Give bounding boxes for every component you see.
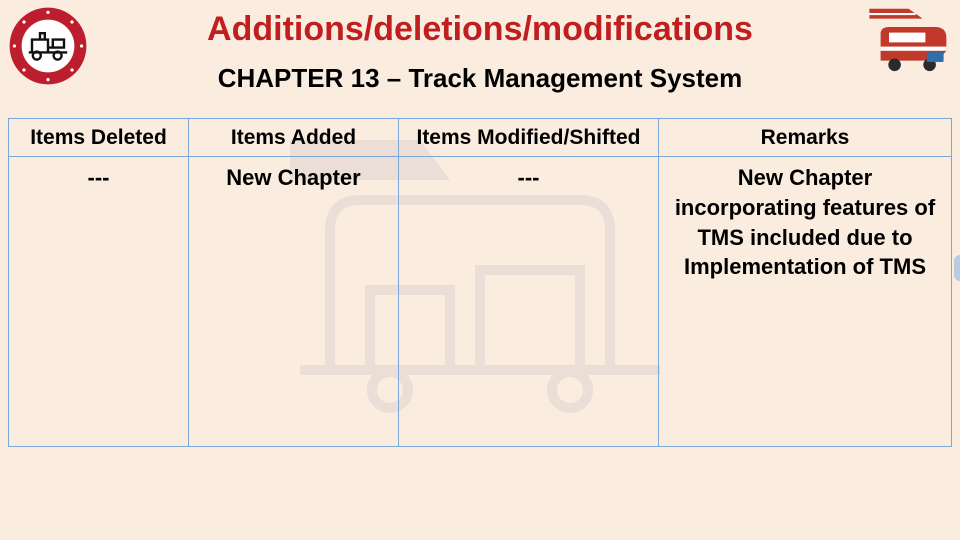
items-table-container: Items Deleted Items Added Items Modified… [8,118,952,447]
cell-remarks: New Chapter incorporating features of TM… [659,157,952,447]
indian-railways-logo [8,6,88,86]
ircen-logo [868,6,952,76]
col-header-modified: Items Modified/Shifted [399,119,659,157]
slide-title: Additions/deletions/modifications [0,0,960,49]
table-header-row: Items Deleted Items Added Items Modified… [9,119,952,157]
items-table: Items Deleted Items Added Items Modified… [8,118,952,447]
table-row: --- New Chapter --- New Chapter incorpor… [9,157,952,447]
cell-modified: --- [399,157,659,447]
col-header-added: Items Added [189,119,399,157]
col-header-deleted: Items Deleted [9,119,189,157]
col-header-remarks: Remarks [659,119,952,157]
cell-added: New Chapter [189,157,399,447]
cell-deleted: --- [9,157,189,447]
slide-subtitle: CHAPTER 13 – Track Management System [0,49,960,94]
slide-nav-nub[interactable] [954,255,960,281]
